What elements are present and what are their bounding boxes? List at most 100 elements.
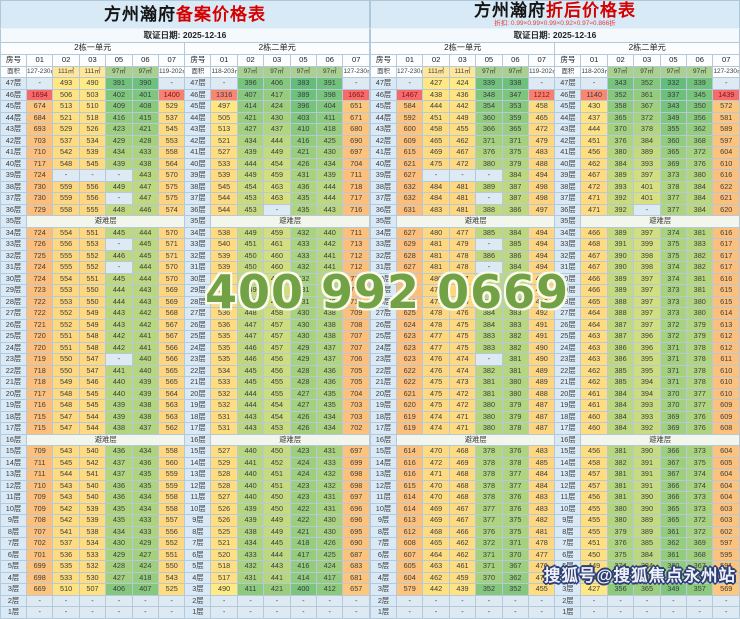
price-cell: 433 <box>131 514 160 527</box>
price-cell-empty: - <box>475 238 503 251</box>
price-cell: 365 <box>501 123 530 136</box>
price-cell: 380 <box>606 146 635 159</box>
price-cell: 471 <box>448 422 477 435</box>
floor-label: 39层 <box>554 169 582 182</box>
price-cell: 619 <box>395 422 424 435</box>
price-cell: 457 <box>263 341 291 354</box>
price-cell: 411 <box>236 583 265 596</box>
unit-header: 2栋二单元 <box>554 42 740 55</box>
floor-label: 10层 <box>184 502 212 515</box>
price-cell: 490 <box>528 341 556 354</box>
price-cell: 401 <box>131 88 160 101</box>
price-cell: 436 <box>316 376 344 389</box>
area-value: 111㎡ <box>448 65 477 78</box>
price-cell: 435 <box>316 387 344 400</box>
price-cell: 386 <box>501 203 530 216</box>
price-cell: 493 <box>52 77 80 90</box>
floor-label: 41层 <box>554 146 582 159</box>
price-cell: 395 <box>633 364 661 377</box>
price-cell: 370 <box>659 399 688 412</box>
price-cell: 477 <box>448 272 477 285</box>
price-cell: 440 <box>131 353 160 366</box>
price-cell: 366 <box>659 445 688 458</box>
floor-label: 1层 <box>370 606 397 619</box>
price-cell: 382 <box>475 364 503 377</box>
price-cell: 395 <box>633 353 661 366</box>
price-cell: 535 <box>210 353 238 366</box>
price-cell: 388 <box>606 295 635 308</box>
price-cell: 471 <box>580 203 608 216</box>
price-cell: 603 <box>712 514 740 527</box>
price-cell: 711 <box>342 169 370 182</box>
floor-label: 14层 <box>184 456 212 469</box>
price-cell: 390 <box>131 77 160 90</box>
price-cell: 376 <box>501 491 530 504</box>
room-number: 05 <box>475 54 503 67</box>
price-cell: 527 <box>210 491 238 504</box>
price-cell: 543 <box>52 479 80 492</box>
price-cell: 436 <box>316 364 344 377</box>
price-cell: 391 <box>633 456 661 469</box>
price-cell: 387 <box>606 318 635 331</box>
price-cell: 597 <box>712 134 740 147</box>
price-cell: 710 <box>342 295 370 308</box>
price-cell: 716 <box>342 203 370 216</box>
price-cell: 373 <box>686 491 714 504</box>
price-cell: 498 <box>528 192 556 205</box>
price-cell: 433 <box>289 238 318 251</box>
price-cell: 715 <box>25 422 54 435</box>
price-cell: 440 <box>316 226 344 239</box>
price-cell: 474 <box>422 410 450 423</box>
price-cell: 384 <box>633 134 661 147</box>
price-cell: 465 <box>422 537 450 550</box>
room-number: 07 <box>158 54 186 67</box>
price-cell: 687 <box>342 548 370 561</box>
price-cell: 440 <box>236 479 265 492</box>
price-cell-empty: - <box>131 594 160 607</box>
room-number: 01 <box>210 54 238 67</box>
floor-label: 41层 <box>370 146 397 159</box>
floor-label: 7层 <box>554 537 582 550</box>
price-cell: 355 <box>659 123 688 136</box>
price-cell: 604 <box>395 571 424 584</box>
price-cell: 370 <box>606 123 635 136</box>
price-cell: 705 <box>342 376 370 389</box>
floor-label: 45层 <box>0 100 27 113</box>
price-cell: 389 <box>606 226 635 239</box>
price-cell: 373 <box>659 307 688 320</box>
price-cell: 438 <box>236 525 265 538</box>
price-cell: 541 <box>78 468 107 481</box>
floor-label: 17层 <box>370 422 397 435</box>
price-cell: 444 <box>131 226 160 239</box>
price-cell: 531 <box>210 422 238 435</box>
floor-label: 26层 <box>554 318 582 331</box>
price-cell: 439 <box>448 583 477 596</box>
price-cell: 542 <box>52 514 80 527</box>
price-cell: 484 <box>422 192 450 205</box>
price-cell: 450 <box>580 548 608 561</box>
floor-label: 1层 <box>554 606 582 619</box>
price-cell: 378 <box>475 491 503 504</box>
price-cell-empty: - <box>25 606 54 619</box>
price-cell: 651 <box>342 100 370 113</box>
floor-label: 23层 <box>554 353 582 366</box>
price-cell: 617 <box>712 261 740 274</box>
price-cell: 610 <box>712 364 740 377</box>
floor-label: 20层 <box>0 387 27 400</box>
price-cell-empty: - <box>633 203 661 216</box>
floor-label: 32层 <box>0 249 27 262</box>
price-cell: 429 <box>105 134 133 147</box>
price-cell: 444 <box>236 157 265 170</box>
price-cell: 371 <box>659 376 688 389</box>
price-cell: 438 <box>316 330 344 343</box>
price-cell: 390 <box>606 261 635 274</box>
floor-label: 4层 <box>0 571 27 584</box>
price-cell: 437 <box>580 111 608 124</box>
price-cell: 475 <box>448 341 477 354</box>
price-cell: 378 <box>633 123 661 136</box>
price-cell: 704 <box>342 157 370 170</box>
price-cell: 558 <box>158 445 186 458</box>
floor-label: 19层 <box>184 399 212 412</box>
price-cell: 466 <box>580 284 608 297</box>
price-cell: 423 <box>105 123 133 136</box>
